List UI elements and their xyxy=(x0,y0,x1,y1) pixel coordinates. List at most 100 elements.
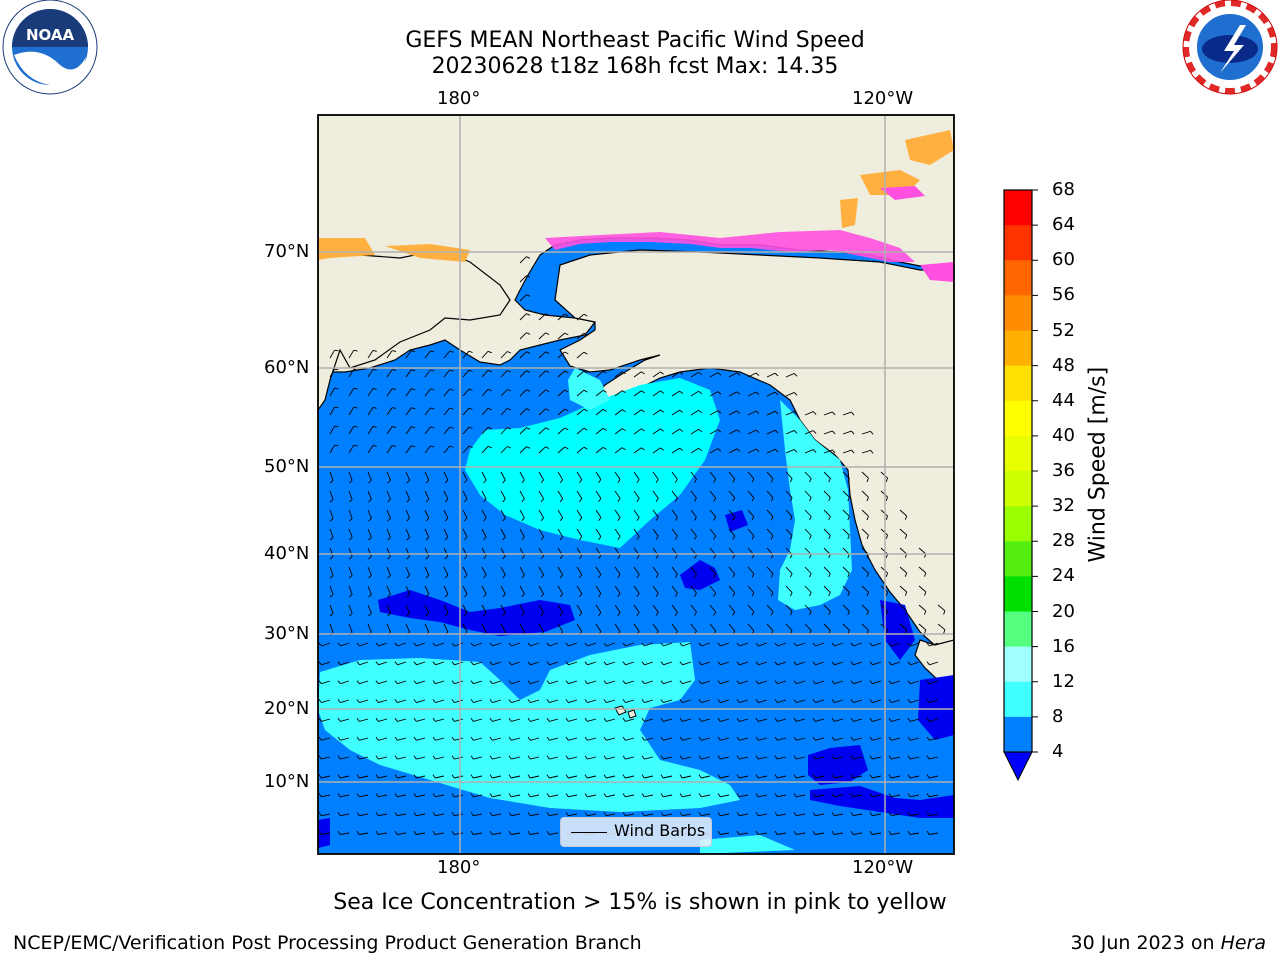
wind-barb xyxy=(777,756,787,760)
wind-barb xyxy=(576,313,585,321)
wind-barb-flag xyxy=(904,515,908,520)
wind-barb-flag xyxy=(565,680,569,684)
wind-barb xyxy=(397,642,407,647)
wind-barb-flag xyxy=(904,629,908,634)
wind-barb xyxy=(481,350,489,359)
wind-barb xyxy=(500,370,508,378)
wind-barb-flag xyxy=(337,830,341,835)
wind-barb-flag xyxy=(621,390,626,394)
chart-title-line-2: 20230628 t18z 168h fcst Max: 14.35 xyxy=(431,54,839,79)
wind-barb xyxy=(595,409,604,416)
wind-barb xyxy=(557,566,564,575)
wind-barb-flag xyxy=(449,407,454,410)
wind-barb xyxy=(747,509,755,518)
wind-barb xyxy=(606,680,616,685)
wind-barb xyxy=(747,623,755,632)
wind-barb xyxy=(481,388,489,397)
wind-barb xyxy=(340,699,350,704)
wind-barb xyxy=(492,718,502,722)
wind-barb xyxy=(397,737,407,741)
wind-barb xyxy=(435,775,445,779)
wind-barb xyxy=(340,813,350,817)
wind-barb-flag xyxy=(617,612,621,616)
wind-barb-flag xyxy=(924,629,927,634)
wind-barb xyxy=(405,547,411,557)
wind-barb xyxy=(576,370,585,378)
wind-barb xyxy=(918,547,927,555)
wind-barb-flag xyxy=(655,593,659,597)
wind-barb xyxy=(557,604,564,613)
wind-barb xyxy=(454,718,464,722)
wind-barb xyxy=(473,832,483,835)
wind-barb xyxy=(853,661,863,666)
wind-barb-flag xyxy=(869,661,873,666)
wind-barb xyxy=(910,642,920,647)
wind-barb xyxy=(709,623,717,632)
lat-tick-10n: 10°N xyxy=(264,771,310,792)
wind-barb xyxy=(538,408,546,416)
wind-barb-flag xyxy=(926,774,930,779)
wind-barb-flag xyxy=(483,479,487,484)
wind-barb xyxy=(424,407,431,416)
wind-barb xyxy=(747,490,755,499)
wind-barb xyxy=(929,642,939,647)
wind-barb-flag xyxy=(372,350,377,352)
wind-barb xyxy=(416,661,426,666)
wind-barb-flag xyxy=(660,793,664,798)
wind-barb xyxy=(359,794,369,798)
wind-barb-flag xyxy=(789,516,793,521)
footer-machine-name: Hera xyxy=(1220,932,1266,954)
wind-barb-flag xyxy=(751,573,755,578)
wind-barb-flag xyxy=(698,447,703,452)
wind-barb-flag xyxy=(847,573,850,578)
wind-barb-flag xyxy=(655,517,659,521)
wind-barb-flag xyxy=(348,518,353,522)
wind-barb-flag xyxy=(774,680,778,684)
wind-barb xyxy=(397,699,407,704)
wind-barb-flag xyxy=(751,592,755,597)
wind-barb xyxy=(701,718,711,722)
wind-barb xyxy=(606,699,616,704)
wind-barb-flag xyxy=(391,388,397,390)
wind-barb-flag xyxy=(660,755,664,760)
wind-barb-flag xyxy=(348,613,353,617)
wind-barb xyxy=(568,756,578,760)
wind-barb-flag xyxy=(432,755,436,760)
lat-tick-70n: 70°N xyxy=(264,241,310,262)
wind-barb-flag xyxy=(545,313,550,317)
wind-barb xyxy=(891,642,901,647)
wind-barb-flag xyxy=(372,445,377,447)
wind-barb-flag xyxy=(507,370,512,373)
map-frame xyxy=(317,114,955,855)
wind-barb-flag xyxy=(828,592,831,597)
wind-barb-flag xyxy=(694,554,697,559)
wind-barb-flag xyxy=(732,497,736,502)
wind-barb-flag xyxy=(831,642,835,647)
colorbar-tick-label: 68 xyxy=(1052,179,1075,200)
wind-barb-flag xyxy=(425,574,430,579)
colorbar-tick-label: 60 xyxy=(1052,249,1075,271)
wind-barb-flag xyxy=(793,793,797,798)
wind-barb xyxy=(348,426,355,435)
wind-barb xyxy=(511,775,521,779)
wind-barb-flag xyxy=(583,446,588,450)
wind-barb-flag xyxy=(564,370,569,374)
wind-barb xyxy=(739,699,749,704)
wind-barb-flag xyxy=(425,612,430,617)
colorbar-tick-label: 8 xyxy=(1052,705,1064,727)
wind-barb xyxy=(367,604,372,614)
wind-barb-flag xyxy=(564,332,569,336)
wind-barb-flag xyxy=(318,661,322,666)
wind-barb-flag xyxy=(660,409,664,413)
wind-barb-flag xyxy=(356,680,360,684)
wind-barb xyxy=(492,794,502,798)
wind-barb xyxy=(568,813,578,817)
colorbar-segment xyxy=(1004,716,1032,752)
wind-barb xyxy=(701,661,711,666)
wind-barb-flag xyxy=(318,699,322,703)
wind-barb-flag xyxy=(502,498,506,503)
wind-barb xyxy=(766,429,776,435)
wind-barb-flag xyxy=(375,812,379,816)
wind-barb xyxy=(766,623,774,632)
wind-barb xyxy=(671,490,678,499)
